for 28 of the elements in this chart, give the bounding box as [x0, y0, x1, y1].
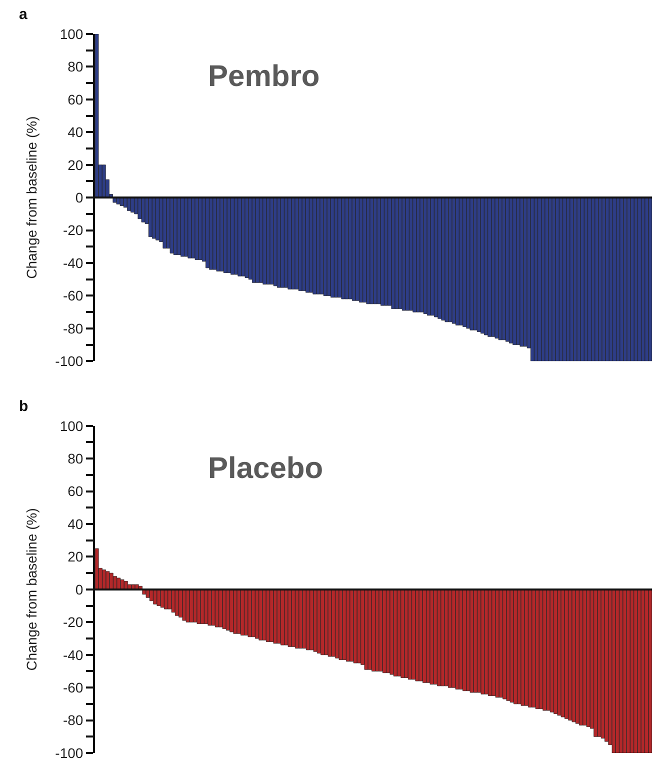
- y-axis-title: Change from baseline (%): [23, 116, 40, 279]
- y-tick-label: -40: [62, 254, 84, 271]
- y-tick-label: 0: [75, 581, 84, 598]
- y-tick-label: 40: [68, 124, 84, 140]
- y-tick-label: 20: [68, 156, 84, 173]
- y-tick-label: -20: [62, 614, 84, 630]
- y-tick-label: -60: [62, 679, 84, 696]
- text: a: [19, 6, 28, 23]
- y-tick-label: 0: [75, 189, 84, 206]
- y-tick-label: 80: [68, 58, 84, 75]
- y-tick-label: -60: [62, 288, 84, 304]
- text: Placebo: [208, 452, 324, 485]
- y-tick-label: -20: [62, 222, 84, 238]
- y-tick-label: -80: [62, 712, 84, 728]
- y-tick-label: 60: [68, 483, 84, 500]
- text: Pembro: [208, 60, 320, 93]
- text: b: [19, 398, 28, 415]
- y-tick-label: -80: [62, 320, 84, 336]
- y-axis-title: Change from baseline (%): [23, 508, 40, 671]
- y-tick-label: -40: [62, 646, 84, 663]
- y-tick-label: 100: [60, 418, 84, 434]
- y-tick-label: -100: [55, 353, 84, 370]
- y-tick-label: 40: [68, 516, 84, 532]
- y-tick-label: 20: [68, 548, 84, 565]
- y-tick-label: 60: [68, 91, 84, 108]
- y-tick-label: 100: [60, 26, 84, 42]
- y-tick-label: -100: [55, 744, 84, 761]
- y-tick-label: 80: [68, 450, 84, 466]
